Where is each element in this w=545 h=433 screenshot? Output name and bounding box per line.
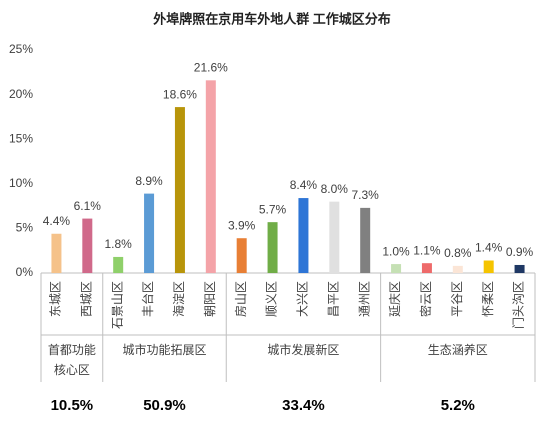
bar xyxy=(391,264,402,273)
y-tick-label: 20% xyxy=(9,87,33,101)
y-tick-label: 15% xyxy=(9,131,33,145)
bar xyxy=(329,201,340,273)
bar xyxy=(421,263,432,273)
x-tick-label: 昌平区 xyxy=(326,281,340,317)
y-tick-label: 10% xyxy=(9,176,33,190)
bar xyxy=(205,80,216,273)
value-label: 8.4% xyxy=(290,178,318,192)
value-label: 1.4% xyxy=(475,241,503,255)
value-label: 21.6% xyxy=(194,60,228,74)
x-tick-label: 朝阳区 xyxy=(203,281,217,317)
value-label: 0.8% xyxy=(444,246,472,260)
x-tick-label: 通州区 xyxy=(357,281,371,317)
x-tick-label: 东城区 xyxy=(49,281,63,317)
group-label: 生态涵养区 xyxy=(427,343,488,357)
x-tick-label: 丰台区 xyxy=(140,281,155,317)
group-label: 首都功能核心区 xyxy=(47,343,96,377)
bar xyxy=(82,218,93,273)
y-tick-label: 25% xyxy=(9,42,33,56)
bar xyxy=(514,264,525,273)
chart-title: 外埠牌照在京用车外地人群 工作城区分布 xyxy=(152,11,391,26)
value-label: 3.9% xyxy=(228,218,256,232)
bar xyxy=(113,256,124,273)
y-tick-label: 0% xyxy=(16,265,34,279)
bar xyxy=(298,198,309,273)
bar xyxy=(174,107,185,273)
value-label: 8.9% xyxy=(135,174,163,188)
bar xyxy=(452,265,463,273)
value-label: 4.4% xyxy=(43,214,71,228)
group-share: 5.2% xyxy=(440,397,475,414)
x-tick-label: 密云区 xyxy=(418,281,433,317)
value-label: 8.0% xyxy=(321,182,349,196)
value-label: 1.1% xyxy=(413,243,441,257)
bar xyxy=(144,193,155,273)
bar xyxy=(360,207,371,273)
x-tick-label: 海淀区 xyxy=(171,281,186,317)
group-share: 10.5% xyxy=(50,397,94,414)
x-tick-label: 平谷区 xyxy=(450,281,464,317)
value-label: 7.3% xyxy=(352,188,380,202)
group-label: 城市发展新区 xyxy=(267,343,340,357)
value-label: 1.0% xyxy=(382,244,410,258)
bar xyxy=(236,238,247,273)
value-label: 1.8% xyxy=(105,237,133,251)
value-label: 18.6% xyxy=(163,87,197,101)
bar xyxy=(483,260,494,273)
value-label: 6.1% xyxy=(74,199,102,213)
bar xyxy=(267,222,278,273)
group-share: 50.9% xyxy=(143,397,186,414)
group-label: 城市功能拓展区 xyxy=(122,343,207,357)
y-tick-label: 5% xyxy=(16,221,34,235)
x-tick-label: 门头沟区 xyxy=(511,281,526,329)
x-tick-label: 大兴区 xyxy=(296,281,310,317)
bar xyxy=(51,233,62,273)
value-label: 5.7% xyxy=(259,202,287,216)
x-tick-label: 顺义区 xyxy=(265,281,279,317)
x-tick-label: 延庆区 xyxy=(388,281,402,317)
x-tick-label: 房山区 xyxy=(233,281,248,317)
x-tick-label: 西城区 xyxy=(79,281,93,317)
group-share: 33.4% xyxy=(282,397,325,414)
x-tick-label: 怀柔区 xyxy=(481,281,495,317)
x-tick-label: 石景山区 xyxy=(110,281,124,329)
value-label: 0.9% xyxy=(506,245,534,259)
